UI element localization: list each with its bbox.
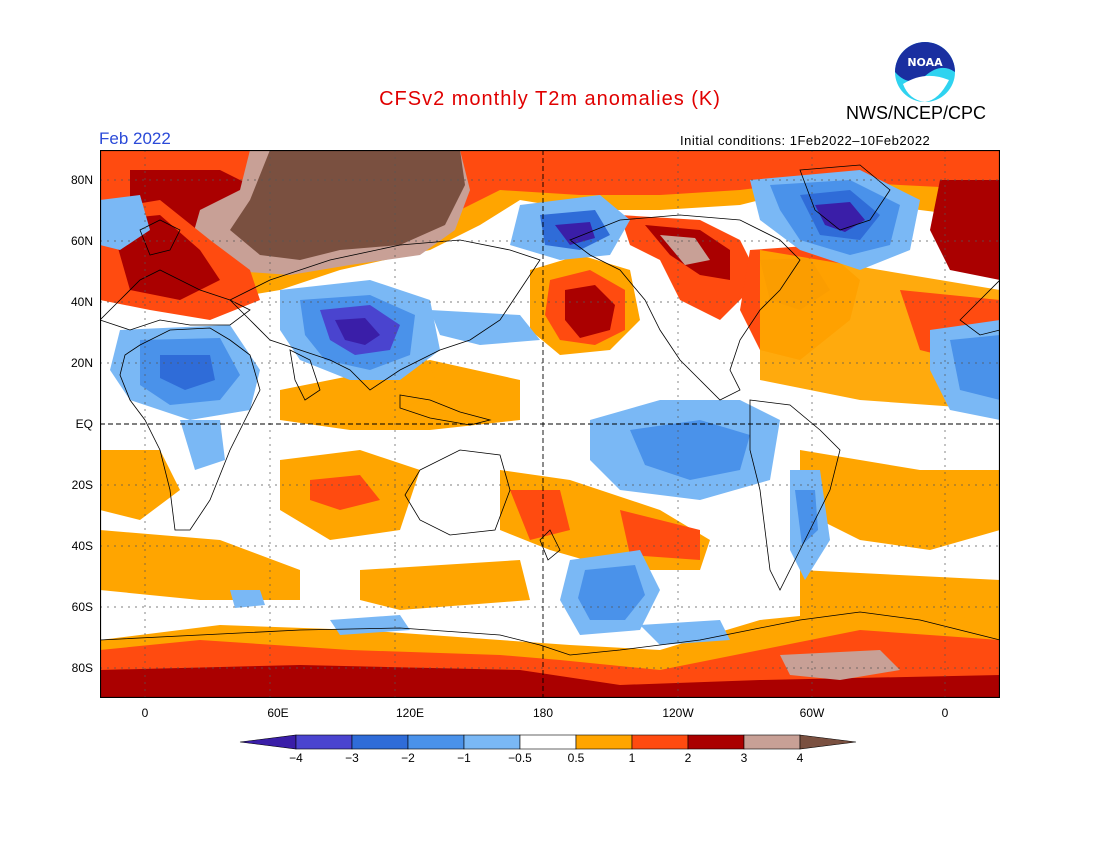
colorbar-label: 4: [796, 751, 804, 765]
colorbar-label: 1: [628, 751, 636, 765]
colorbar-label: −0.5: [508, 751, 532, 765]
colorbar-label: 2: [684, 751, 692, 765]
colorbar-label: −1: [457, 751, 471, 765]
lat-label: 80S: [71, 661, 93, 675]
lon-label: 180: [532, 706, 554, 720]
lat-label: 20N: [70, 356, 93, 370]
lat-label: 60N: [70, 234, 93, 248]
coastlines: [100, 164, 1000, 656]
initial-conditions-label: Initial conditions: 1Feb2022–10Feb2022: [680, 133, 931, 148]
reference-lines: [100, 150, 1000, 698]
anomaly-map: [100, 150, 1000, 698]
colorbar-label: 3: [740, 751, 748, 765]
lon-label: 120W: [662, 706, 694, 720]
colorbar-swatch: [687, 734, 745, 750]
lat-label: 40N: [70, 295, 93, 309]
colorbar-label: −4: [289, 751, 303, 765]
colorbar-swatches: [239, 734, 857, 750]
lon-label: 60E: [267, 706, 289, 720]
lon-label: 120E: [395, 706, 425, 720]
lat-label: EQ: [75, 417, 93, 431]
lat-label: 80N: [70, 173, 93, 187]
colorbar-swatch: [463, 734, 521, 750]
colorbar-label: −3: [345, 751, 359, 765]
map-frame: [100, 150, 1000, 698]
colorbar-swatch: [295, 734, 353, 750]
map-canvas: [100, 150, 1000, 698]
colorbar-swatch: [743, 734, 801, 750]
chart-title: CFSv2 monthly T2m anomalies (K): [379, 88, 721, 110]
colorbar-swatch: [631, 734, 689, 750]
lat-label: 40S: [71, 539, 93, 553]
gridlines: [100, 150, 1000, 698]
organization-label: NWS/NCEP/CPC: [846, 103, 987, 123]
colorbar-swatch: [407, 734, 465, 750]
lat-label: 20S: [71, 478, 93, 492]
colorbar: −4 −3 −2 −1 −0.5 0.5 1 2 3 4: [236, 733, 866, 773]
lon-label: 0: [941, 706, 949, 720]
lat-label: 60S: [71, 600, 93, 614]
lon-label: 0: [141, 706, 149, 720]
colorbar-swatch: [575, 734, 633, 750]
colorbar-swatch-min: [239, 734, 297, 750]
colorbar-label: 0.5: [567, 751, 585, 765]
colorbar-swatch: [351, 734, 409, 750]
month-label: Feb 2022: [99, 129, 171, 148]
noaa-logo-text: NOAA: [907, 56, 943, 69]
colorbar-swatch-max: [799, 734, 857, 750]
noaa-logo: NOAA: [895, 42, 955, 102]
colorbar-label: −2: [401, 751, 415, 765]
cool-anomaly-regions: [100, 170, 1000, 645]
lon-label: 60W: [799, 706, 825, 720]
colorbar-swatch: [519, 734, 577, 750]
